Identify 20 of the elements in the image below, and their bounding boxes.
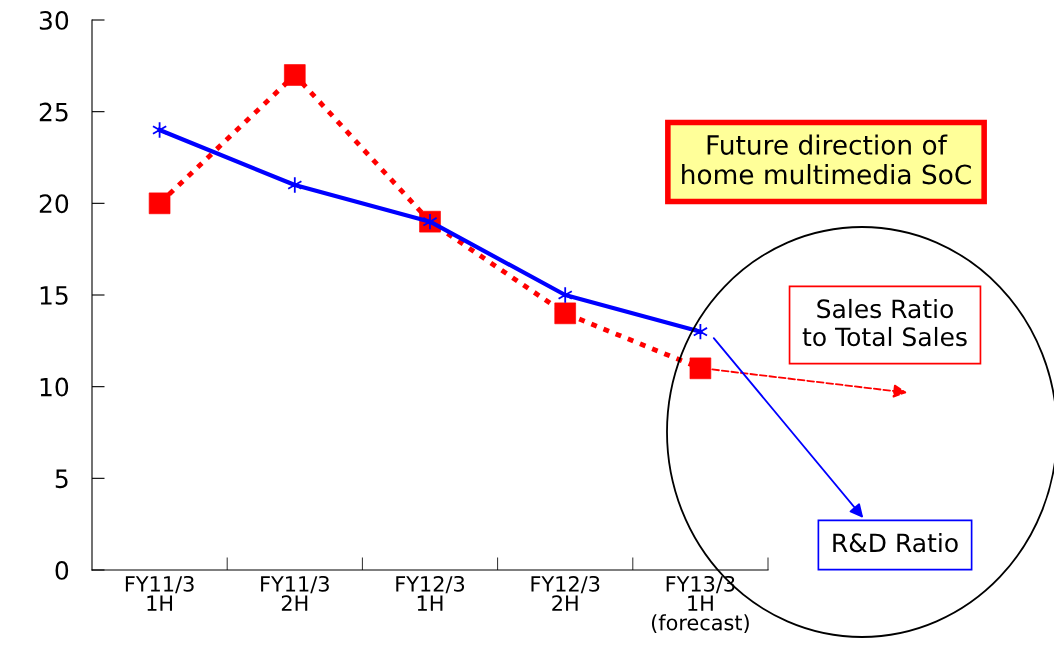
x-tick-label: FY12/3 1H <box>396 575 465 611</box>
text: Sales Ratio to Total Sales <box>802 298 967 347</box>
point <box>287 176 303 194</box>
y-tick-label: 15 <box>40 286 68 305</box>
y-tick-label: 30 <box>39 10 69 30</box>
y-tick-label: 0 <box>55 560 69 580</box>
x-tick-label: FY11/3 1H <box>125 575 194 611</box>
y-tick-label: 10 <box>40 377 69 397</box>
text: Future direction of home multimedia SoC <box>682 134 971 185</box>
point <box>148 192 171 215</box>
x-tick-label: FY11/3 2H <box>261 575 329 611</box>
x-tick-label: FY13/3 1H (forecast) <box>651 575 749 633</box>
y-tick-label: 25 <box>39 102 68 122</box>
point <box>152 121 168 139</box>
point <box>689 357 712 380</box>
point <box>557 286 573 304</box>
y-tick-label: 20 <box>39 194 69 214</box>
y-tick-label: 5 <box>55 469 68 489</box>
x-tick-label: FY12/3 2H <box>531 575 600 611</box>
legend-label: R&D Ratio <box>833 532 958 553</box>
